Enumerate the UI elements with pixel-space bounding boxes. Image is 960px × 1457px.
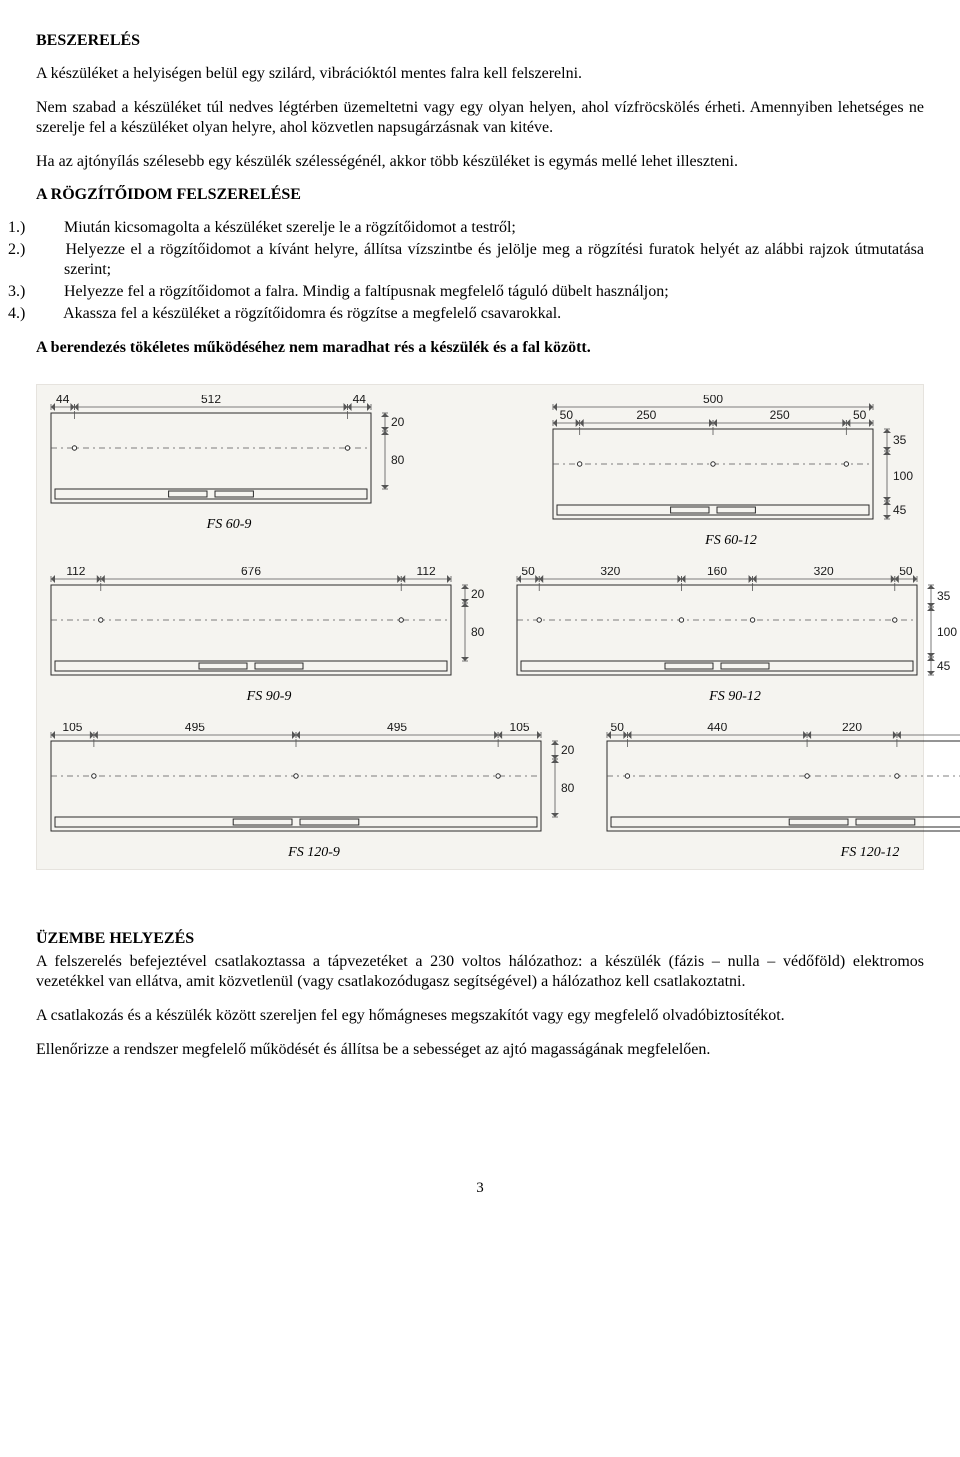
svg-text:160: 160 (707, 567, 727, 578)
svg-text:495: 495 (387, 723, 407, 734)
svg-text:35: 35 (893, 433, 907, 447)
svg-text:35: 35 (937, 589, 951, 603)
svg-text:45: 45 (893, 503, 907, 517)
step-1: 1.) Miután kicsomagolta a készüléket sze… (36, 218, 924, 238)
svg-text:50: 50 (899, 567, 913, 578)
fig-fs120-12: 50 440 220 440 50 35 100 45 (599, 723, 960, 861)
svg-text:250: 250 (636, 408, 656, 422)
svg-text:512: 512 (201, 395, 221, 406)
warning-text: A berendezés tökéletes működéséhez nem m… (36, 338, 924, 358)
svg-text:250: 250 (770, 408, 790, 422)
step-3: 3.) Helyezze fel a rögzítőidomot a falra… (36, 282, 924, 302)
svg-text:440: 440 (707, 723, 727, 734)
svg-text:50: 50 (611, 723, 625, 734)
svg-text:220: 220 (842, 723, 862, 734)
svg-text:50: 50 (560, 408, 574, 422)
fig-fs90-12: 50 320 160 320 50 35 100 45 (509, 567, 960, 705)
heading-install: BESZERELÉS (36, 32, 924, 50)
para-install-1: A készüléket a helyiségen belül egy szil… (36, 64, 924, 84)
svg-text:495: 495 (185, 723, 205, 734)
svg-text:676: 676 (241, 567, 261, 578)
svg-text:80: 80 (561, 781, 575, 795)
para-install-2: Nem szabad a készüléket túl nedves légté… (36, 98, 924, 138)
diagram-panel: 44 512 44 20 80 FS 60-9 500 50 (36, 384, 924, 870)
svg-text:50: 50 (853, 408, 867, 422)
fig-fs120-9: 105 495 495 105 20 80 FS 120-9 (43, 723, 585, 861)
fig-fs60-12: 500 50 250 250 50 35 100 45 (545, 395, 917, 549)
bracket-steps: 1.) Miután kicsomagolta a készüléket sze… (36, 218, 924, 324)
para-startup-3: Ellenőrizze a rendszer megfelelő működés… (36, 1040, 924, 1060)
svg-text:80: 80 (471, 625, 485, 639)
para-startup-2: A csatlakozás és a készülék között szere… (36, 1006, 924, 1026)
svg-text:320: 320 (814, 567, 834, 578)
svg-text:20: 20 (561, 743, 575, 757)
heading-bracket: A RÖGZÍTŐIDOM FELSZERELÉSE (36, 186, 924, 204)
para-startup-1: A felszerelés befejeztével csatlakoztass… (36, 952, 924, 992)
svg-text:100: 100 (937, 625, 957, 639)
svg-text:500: 500 (703, 395, 723, 406)
svg-text:105: 105 (62, 723, 82, 734)
fig-fs60-9: 44 512 44 20 80 FS 60-9 (43, 395, 415, 549)
svg-text:80: 80 (391, 453, 405, 467)
step-4: 4.) Akassza fel a készüléket a rögzítőid… (36, 304, 924, 324)
svg-text:44: 44 (56, 395, 70, 406)
svg-text:112: 112 (417, 567, 436, 578)
step-2: 2.) Helyezze el a rögzítőidomot a kívánt… (36, 240, 924, 280)
svg-text:320: 320 (600, 567, 620, 578)
svg-text:100: 100 (893, 469, 913, 483)
svg-text:20: 20 (471, 587, 485, 601)
svg-text:20: 20 (391, 415, 405, 429)
svg-text:45: 45 (937, 659, 951, 673)
para-install-3: Ha az ajtónyílás szélesebb egy készülék … (36, 152, 924, 172)
fig-fs90-9: 112 676 112 20 80 FS 90-9 (43, 567, 495, 705)
svg-text:50: 50 (521, 567, 535, 578)
page-number: 3 (36, 1180, 924, 1197)
svg-text:105: 105 (510, 723, 530, 734)
svg-text:44: 44 (353, 395, 367, 406)
heading-startup: ÜZEMBE HELYEZÉS (36, 930, 924, 948)
svg-text:112: 112 (66, 567, 85, 578)
